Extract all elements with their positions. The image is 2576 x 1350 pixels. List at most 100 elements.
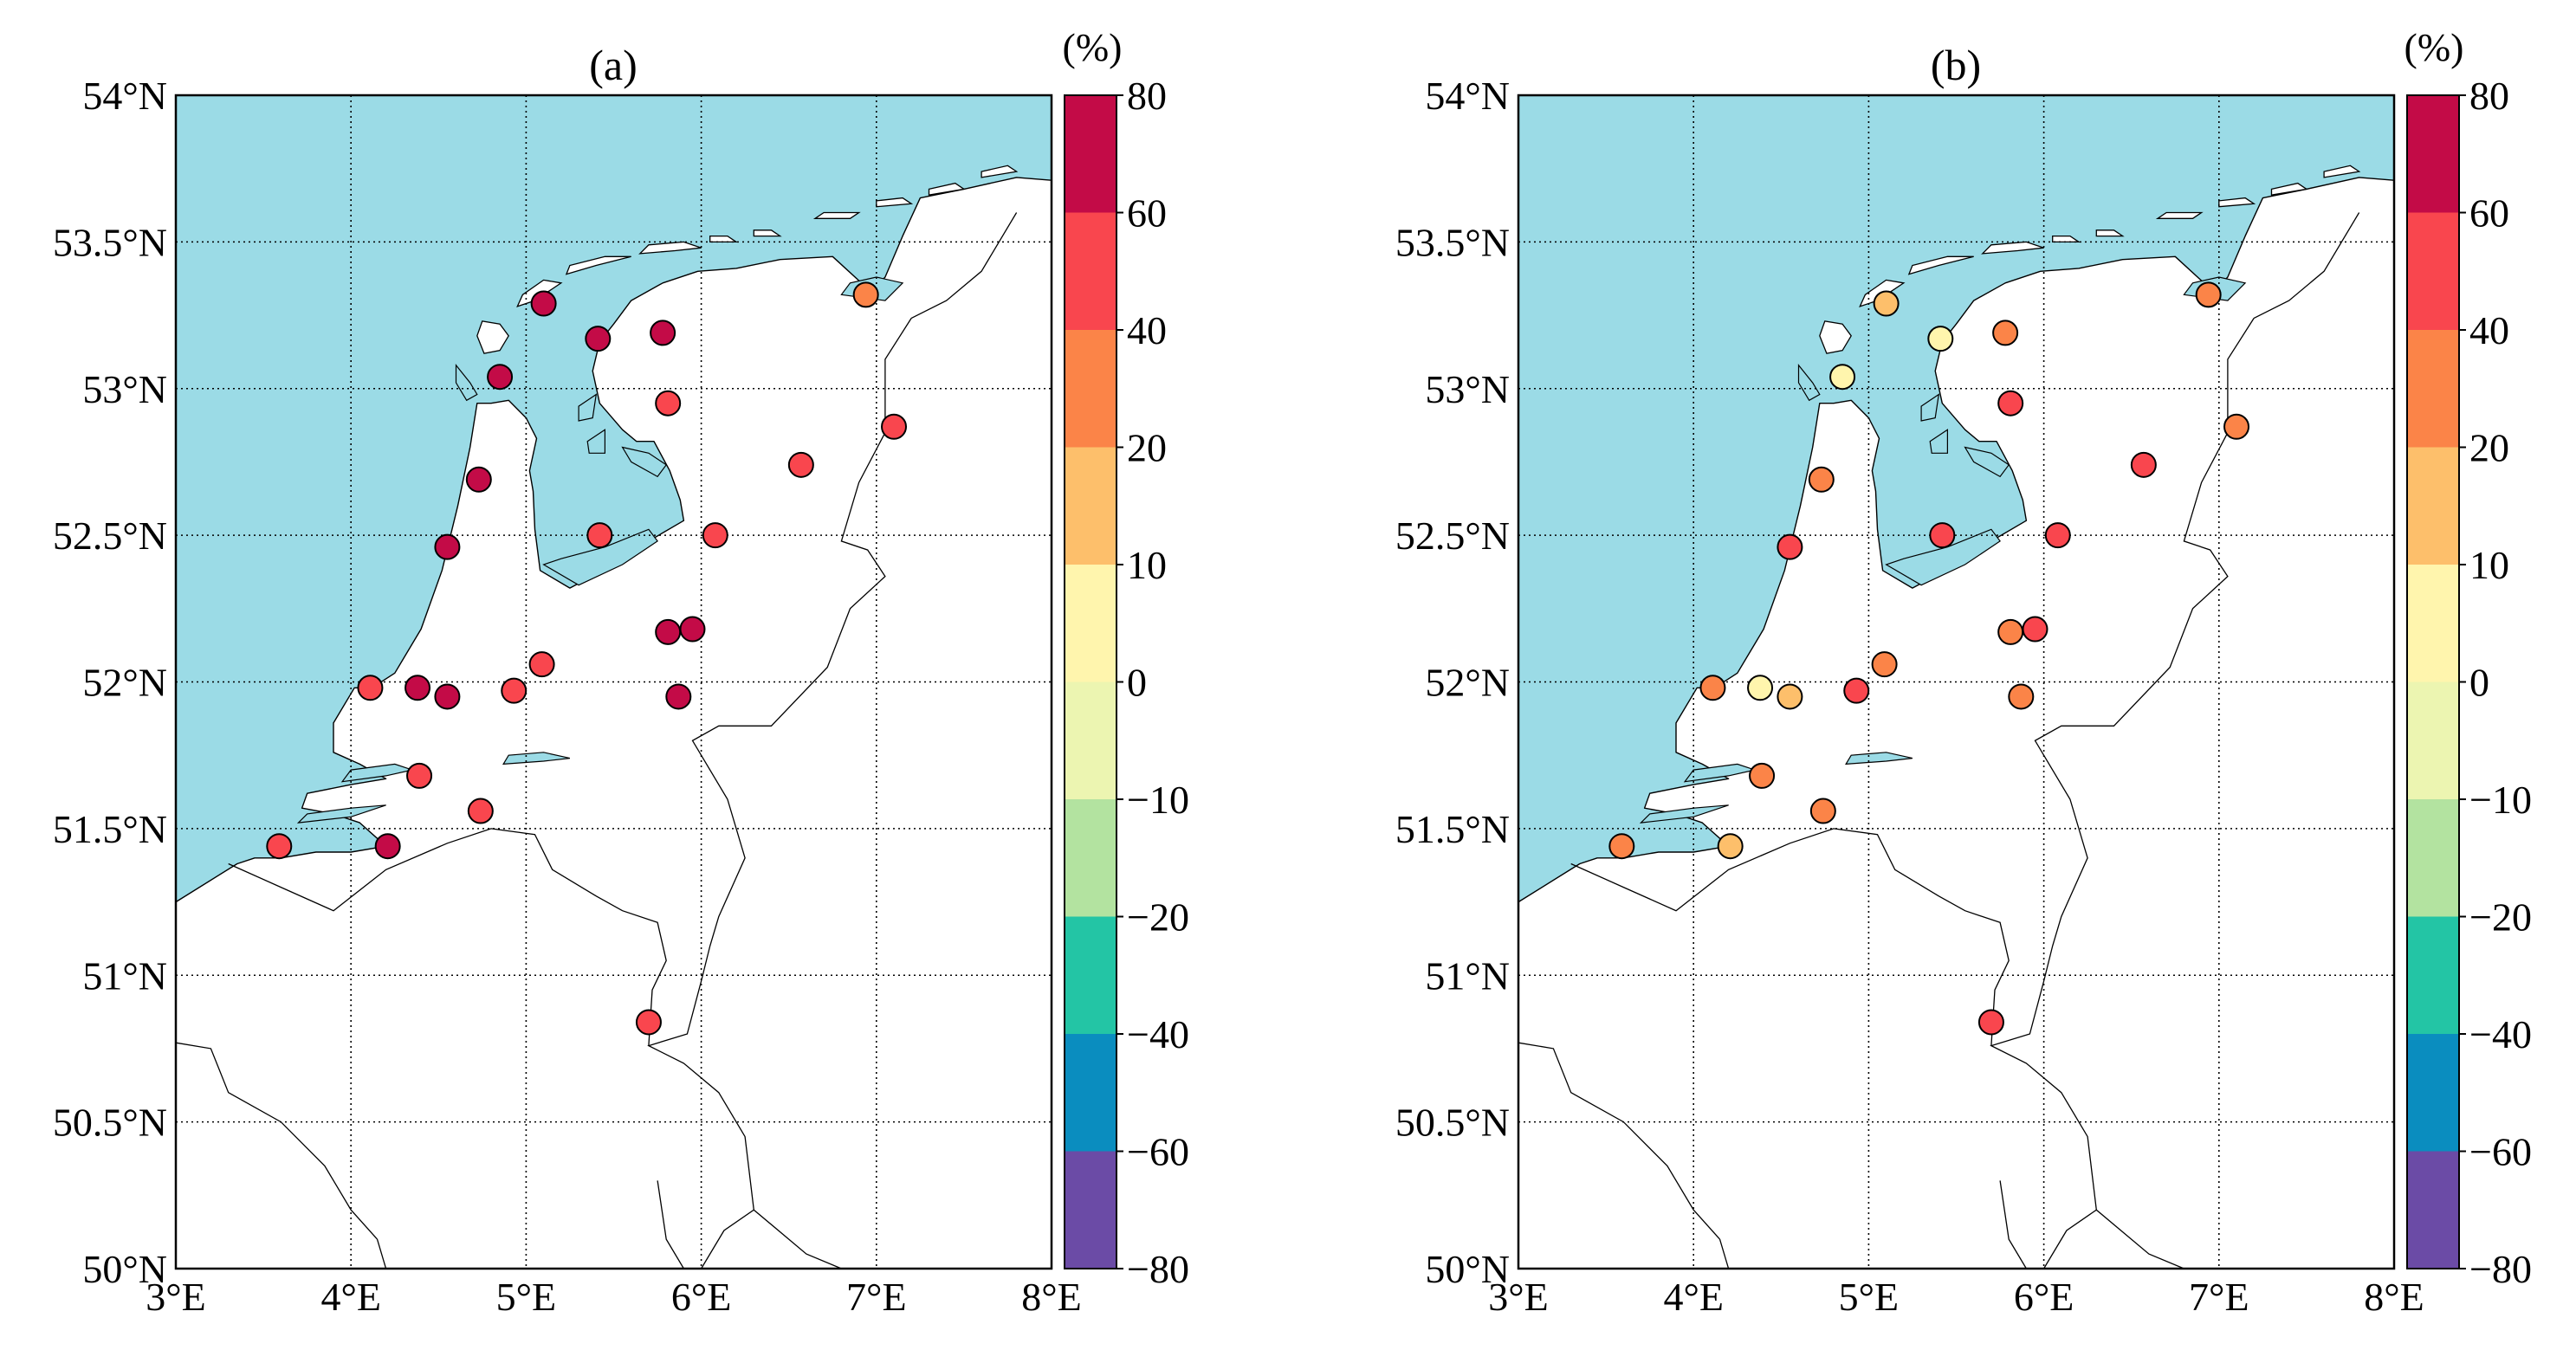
country-border xyxy=(1999,1180,2027,1269)
colorbar-tick-label: −20 xyxy=(2469,895,2532,940)
station-marker xyxy=(465,466,492,493)
colorbar-tick-label: −20 xyxy=(1127,895,1189,940)
lon-tick-label: 4°E xyxy=(320,1275,381,1319)
lake xyxy=(1844,752,1913,765)
station-marker xyxy=(374,833,401,860)
lon-tick-label: 3°E xyxy=(1488,1275,1549,1319)
lat-tick-label: 51°N xyxy=(82,953,167,998)
colorbar-segment xyxy=(2407,212,2459,331)
lat-tick-label: 54°N xyxy=(82,74,167,118)
lat-tick-label: 53°N xyxy=(1425,367,1510,411)
country-border xyxy=(2095,1209,2184,1269)
colorbar-tick-label: −40 xyxy=(2469,1012,2532,1056)
map-panel-b: (b) 3°E 4°E 5°E 6°E 7°E 8°E 50°N 50.5°N 51°N 51.… xyxy=(1395,25,2532,1319)
colorbar-segment xyxy=(1065,212,1116,331)
colorbar-tick-label: 80 xyxy=(2469,74,2509,118)
mainland xyxy=(1518,177,2394,1269)
station-markers xyxy=(1608,281,2250,1036)
lat-tick-label: 54°N xyxy=(1425,74,1510,118)
island xyxy=(1819,320,1852,354)
station-marker xyxy=(1829,364,1856,391)
island xyxy=(2155,211,2204,219)
country-border xyxy=(753,1209,842,1269)
station-marker xyxy=(2195,281,2222,308)
station-marker xyxy=(852,281,879,308)
colorbar-tick-label: −10 xyxy=(1127,778,1189,822)
colorbar-segment xyxy=(2407,916,2459,1035)
colorbar-unit: (%) xyxy=(2404,25,2464,69)
colorbar-segment xyxy=(1065,565,1116,682)
colorbar-tick-label: 20 xyxy=(1127,426,1167,470)
mainland xyxy=(176,177,1052,1269)
station-marker xyxy=(1843,677,1870,704)
island xyxy=(1981,241,2044,255)
station-marker xyxy=(405,675,431,701)
map-panel-a: (a) 3°E 4°E 5°E 6°E 7°E 8°E 50°N 50.5°N 51°N 51.… xyxy=(53,25,1189,1319)
station-marker xyxy=(1749,762,1776,789)
lat-tick-label: 52°N xyxy=(1425,661,1510,705)
colorbar-tick-label: 10 xyxy=(1127,543,1167,587)
lake xyxy=(1920,393,1940,422)
station-marker xyxy=(1873,290,1900,317)
lat-tick-label: 50.5°N xyxy=(53,1101,167,1145)
lat-tick-label: 51.5°N xyxy=(53,807,167,851)
station-marker xyxy=(2223,413,2250,440)
map-frame xyxy=(1517,94,2396,1270)
island xyxy=(638,241,702,255)
station-marker xyxy=(1977,1009,2004,1036)
colorbar-segment xyxy=(1065,1151,1116,1269)
country-border xyxy=(228,828,667,1046)
colorbar-segment xyxy=(2407,447,2459,565)
lake xyxy=(1639,804,1729,824)
colorbar-tick-label: −60 xyxy=(2469,1130,2532,1174)
lat-tick-label: 50.5°N xyxy=(1395,1101,1510,1145)
station-marker xyxy=(1997,618,2024,645)
island xyxy=(1907,255,1974,275)
station-marker xyxy=(501,677,527,704)
station-marker xyxy=(357,675,384,701)
lat-tick-label: 52.5°N xyxy=(1395,514,1510,558)
station-marker xyxy=(1929,522,1956,549)
island xyxy=(928,182,966,196)
lake xyxy=(296,804,386,824)
colorbar-tick-label: 20 xyxy=(2469,426,2509,470)
panel-title: (b) xyxy=(1931,41,1981,89)
lat-tick-labels: 50°N 50.5°N 51°N 51.5°N 52°N 52.5°N 53°N 53.5°N… xyxy=(1395,74,1510,1291)
colorbar-segment xyxy=(2407,1151,2459,1269)
country-border xyxy=(376,1238,387,1269)
lon-tick-label: 8°E xyxy=(1021,1275,1082,1319)
lat-tick-label: 53°N xyxy=(82,367,167,411)
island xyxy=(476,320,509,354)
lon-tick-label: 7°E xyxy=(2189,1275,2249,1319)
colorbar: 80 60 40 20 10 0 −10 −20 −40 −60 −80 xyxy=(1064,74,1189,1291)
country-border xyxy=(1570,828,2010,1046)
lat-tick-label: 51°N xyxy=(1425,953,1510,998)
colorbar-segment xyxy=(2407,681,2459,800)
colorbar-tick-label: 60 xyxy=(1127,191,1167,236)
lake xyxy=(586,429,605,454)
lat-tick-labels: 50°N 50.5°N 51°N 51.5°N 52°N 52.5°N 53°N 53.5°N… xyxy=(53,74,167,1291)
colorbar-segment xyxy=(2407,799,2459,917)
station-marker xyxy=(1717,833,1744,860)
colorbar-segment xyxy=(2407,330,2459,448)
lon-tick-label: 5°E xyxy=(1839,1275,1900,1319)
lake xyxy=(621,446,668,478)
station-marker xyxy=(585,326,612,352)
station-marker xyxy=(2008,683,2035,710)
lat-tick-label: 50°N xyxy=(82,1247,167,1291)
colorbar: 80 60 40 20 10 0 −10 −20 −40 −60 −80 xyxy=(2406,74,2532,1291)
country-border xyxy=(1718,1238,1730,1269)
colorbar-segment xyxy=(1065,799,1116,917)
station-marker xyxy=(1992,320,2019,346)
colorbar-unit: (%) xyxy=(1063,25,1123,69)
colorbar-tick-label: −80 xyxy=(1127,1247,1189,1291)
station-marker xyxy=(1927,326,1954,352)
map-frame xyxy=(174,94,1053,1270)
colorbar-segment xyxy=(1065,916,1116,1035)
colorbar-tick-label: −60 xyxy=(1127,1130,1189,1174)
station-marker xyxy=(650,320,676,346)
island xyxy=(2095,229,2125,237)
country-border xyxy=(910,212,1018,319)
island xyxy=(2270,182,2308,196)
